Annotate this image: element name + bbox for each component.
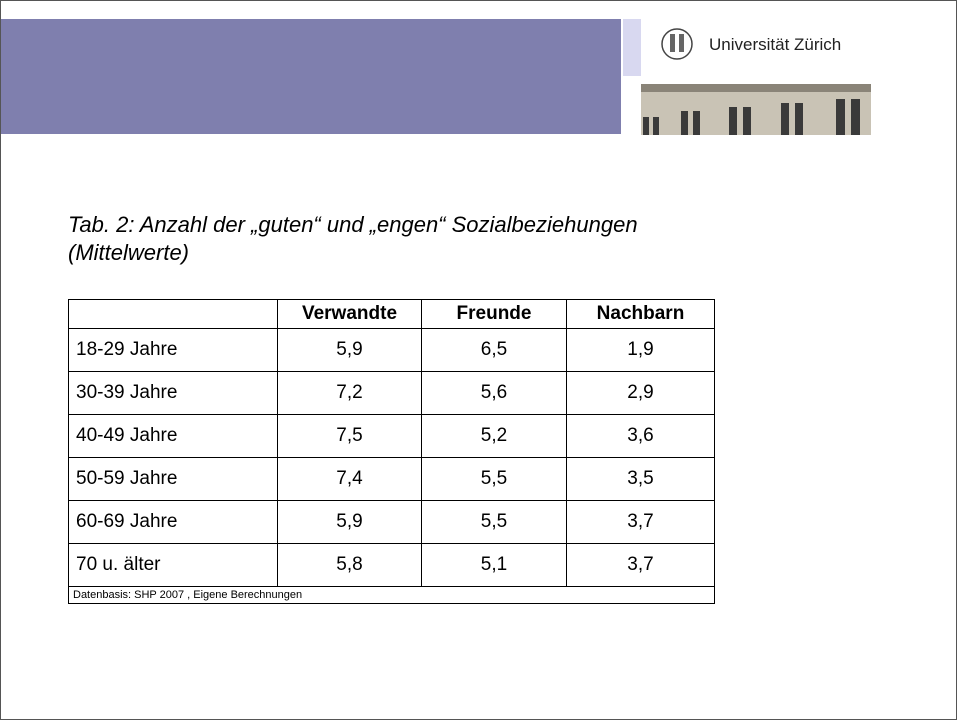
row-label: 50-59 Jahre <box>69 458 278 501</box>
title-line: (Mittelwerte) <box>68 239 638 267</box>
cell-value: 5,9 <box>278 329 422 372</box>
header-cell <box>69 300 278 329</box>
slide: Universität Zürich Tab. 2: Anzahl der „g… <box>0 0 957 720</box>
cell-value: 7,5 <box>278 415 422 458</box>
cell-value: 5,5 <box>422 458 567 501</box>
cell-value: 2,9 <box>567 372 715 415</box>
cell-value: 7,4 <box>278 458 422 501</box>
cell-value: 5,8 <box>278 544 422 587</box>
row-label: 70 u. älter <box>69 544 278 587</box>
header-band <box>1 19 621 134</box>
cell-value: 3,7 <box>567 544 715 587</box>
row-label: 60-69 Jahre <box>69 501 278 544</box>
row-label: 40-49 Jahre <box>69 415 278 458</box>
title-line: Tab. 2: Anzahl der „guten“ und „engen“ S… <box>68 211 638 239</box>
row-label: 18-29 Jahre <box>69 329 278 372</box>
column-header: Nachbarn <box>567 300 715 329</box>
cell-value: 5,1 <box>422 544 567 587</box>
cell-value: 5,5 <box>422 501 567 544</box>
cell-value: 3,7 <box>567 501 715 544</box>
cell-value: 3,6 <box>567 415 715 458</box>
cell-value: 1,9 <box>567 329 715 372</box>
cell-value: 6,5 <box>422 329 567 372</box>
footnote-row: Datenbasis: SHP 2007 , Eigene Berechnung… <box>69 587 715 604</box>
footnote: Datenbasis: SHP 2007 , Eigene Berechnung… <box>69 587 715 604</box>
cell-value: 5,2 <box>422 415 567 458</box>
logo-text: Universität Zürich <box>709 35 841 55</box>
cell-value: 7,2 <box>278 372 422 415</box>
row-label: 30-39 Jahre <box>69 372 278 415</box>
header-strip <box>623 19 641 76</box>
table-title: Tab. 2: Anzahl der „guten“ und „engen“ S… <box>68 211 638 267</box>
column-header: Freunde <box>422 300 567 329</box>
cell-value: 3,5 <box>567 458 715 501</box>
cell-value: 5,6 <box>422 372 567 415</box>
cell-value: 5,9 <box>278 501 422 544</box>
column-header: Verwandte <box>278 300 422 329</box>
